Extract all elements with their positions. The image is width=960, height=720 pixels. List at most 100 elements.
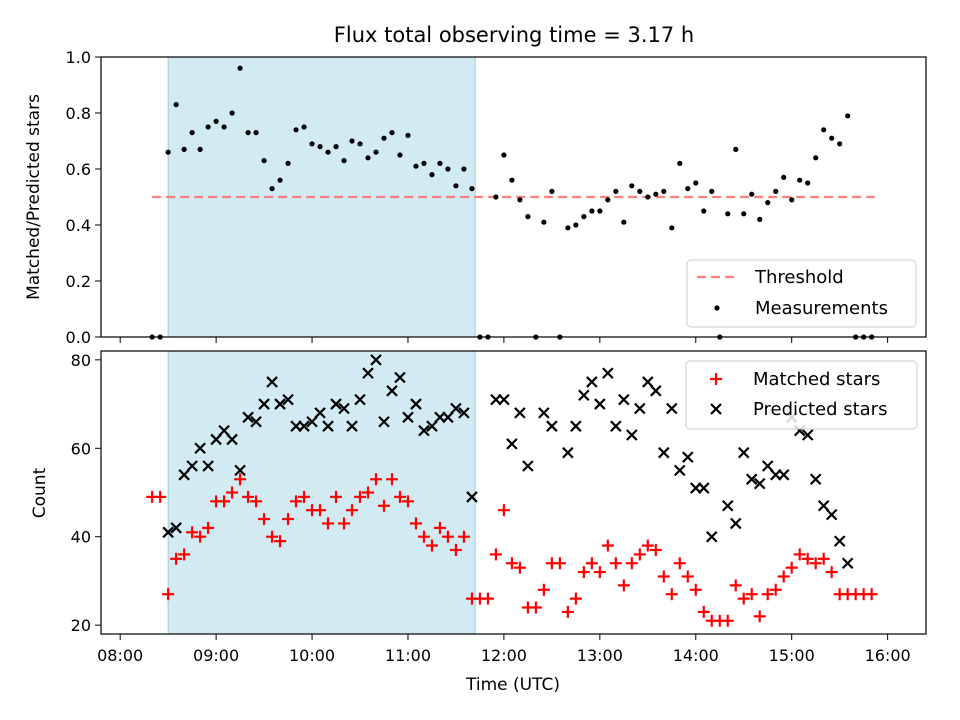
matched-star-point: [753, 610, 766, 623]
matched-star-point: [202, 521, 215, 534]
matched-star-point: [234, 473, 247, 486]
count-x-ticks: 08:00 09:00 10:00 11:00 12:00 13:00 14:00 15:00…: [97, 634, 911, 665]
measurement-point: [741, 211, 747, 217]
predicted-star-point: [234, 464, 246, 477]
measurement-point: [221, 124, 227, 130]
matched-star-point: [761, 588, 774, 601]
predicted-star-point: [202, 460, 214, 472]
measurement-point: [349, 138, 355, 144]
count-x-tick-label: 11:00: [385, 646, 431, 665]
predicted-star-point: [602, 367, 614, 379]
predicted-star-point: [721, 499, 734, 512]
predicted-star-point: [194, 442, 206, 455]
matched-star-point: [681, 570, 694, 583]
predicted-star-point: [330, 398, 342, 410]
predicted-star-point: [658, 446, 670, 459]
ratio-legend-box: [686, 259, 917, 328]
measurement-point: [549, 188, 555, 194]
count-y-ticks: 20 40 60 80: [71, 351, 101, 635]
matched-star-point: [290, 495, 303, 508]
predicted-star-point: [642, 376, 654, 388]
measurement-point: [365, 155, 371, 161]
matched-star-point: [385, 473, 398, 486]
predicted-star-point: [402, 411, 414, 424]
measurement-point: [525, 214, 531, 220]
count-legend-box: [685, 360, 918, 430]
legend-predicted-label: Predicted stars: [753, 399, 887, 420]
predicted-star-point: [578, 389, 590, 401]
measurement-point: [693, 180, 699, 186]
measurement-point: [629, 183, 635, 189]
measurement-point: [501, 152, 507, 158]
count-x-tick-label: 12:00: [481, 646, 527, 665]
chart-title: Flux total observing time = 3.17 h: [334, 23, 694, 47]
matched-star-point: [641, 539, 654, 552]
ratio-y-tick-label: 0.4: [66, 216, 91, 235]
measurement-point: [165, 149, 171, 155]
predicted-star-point: [258, 398, 270, 410]
measurement-point: [613, 188, 619, 194]
matched-star-point: [809, 557, 822, 570]
matched-star-point: [561, 605, 574, 618]
measurement-point: [581, 214, 587, 220]
count-shaded-region: [167, 350, 476, 635]
measurement-point: [357, 141, 363, 147]
measurement-point: [637, 188, 643, 194]
matched-star-point: [401, 495, 414, 508]
measurement-point: [277, 177, 283, 183]
predicted-star-point: [506, 438, 518, 450]
matched-star-point: [865, 588, 878, 601]
measurement-point: [413, 163, 419, 169]
measurement-point: [653, 191, 659, 197]
matched-star-point: [354, 490, 367, 503]
predicted-star-point: [825, 508, 838, 521]
matched-star-point: [593, 566, 606, 579]
matched-star-point: [322, 517, 335, 530]
predicted-star-point: [306, 415, 318, 428]
predicted-star-point: [450, 402, 462, 415]
matched-star-point: [505, 557, 518, 570]
matched-star-point: [609, 557, 622, 570]
ratio-y-axis-label: Matched/Predicted stars: [24, 94, 44, 300]
measurement-point: [573, 222, 579, 228]
measurement-point: [253, 130, 259, 136]
measurement-point: [797, 177, 803, 183]
measurement-point: [509, 177, 515, 183]
matched-star-point: [689, 583, 702, 596]
ratio-y-tick-label: 0.0: [66, 328, 91, 347]
matched-star-point: [673, 557, 686, 570]
measurement-point: [269, 186, 275, 192]
predicted-star-point: [362, 367, 374, 379]
matched-star-point: [585, 557, 598, 570]
measurement-point: [189, 130, 195, 136]
measurement-point: [757, 216, 763, 222]
matched-star-point: [330, 490, 343, 503]
matched-star-point: [457, 530, 470, 543]
count-x-tick-label: 09:00: [193, 646, 239, 665]
predicted-star-point: [242, 411, 254, 424]
ratio-legend: Threshold Measurements: [686, 259, 917, 328]
predicted-star-point: [514, 407, 526, 419]
count-x-tick-label: 10:00: [289, 646, 335, 665]
matched-star-point: [409, 517, 422, 530]
matched-star-point: [513, 561, 526, 574]
predicted-star-point: [777, 469, 790, 481]
legend-matched-label: Matched stars: [753, 369, 880, 390]
count-x-tick-label: 16:00: [865, 646, 911, 665]
predicted-star-point: [266, 376, 278, 388]
matched-star-point: [282, 513, 295, 526]
measurement-point: [733, 146, 739, 152]
predicted-star-point: [817, 499, 830, 512]
matched-stars-points: [146, 473, 878, 627]
count-y-tick-label: 60: [71, 439, 91, 458]
predicted-star-point: [418, 424, 430, 437]
predicted-star-point: [809, 473, 822, 486]
matched-star-point: [274, 535, 287, 548]
ratio-y-ticks: 0.0 0.2 0.4 0.6 0.8 1.0: [66, 48, 101, 347]
ratio-y-tick-label: 0.8: [66, 104, 91, 123]
predicted-star-point: [322, 420, 334, 432]
measurement-point: [317, 144, 323, 150]
predicted-star-point: [370, 354, 382, 366]
predicted-star-point: [274, 398, 286, 410]
